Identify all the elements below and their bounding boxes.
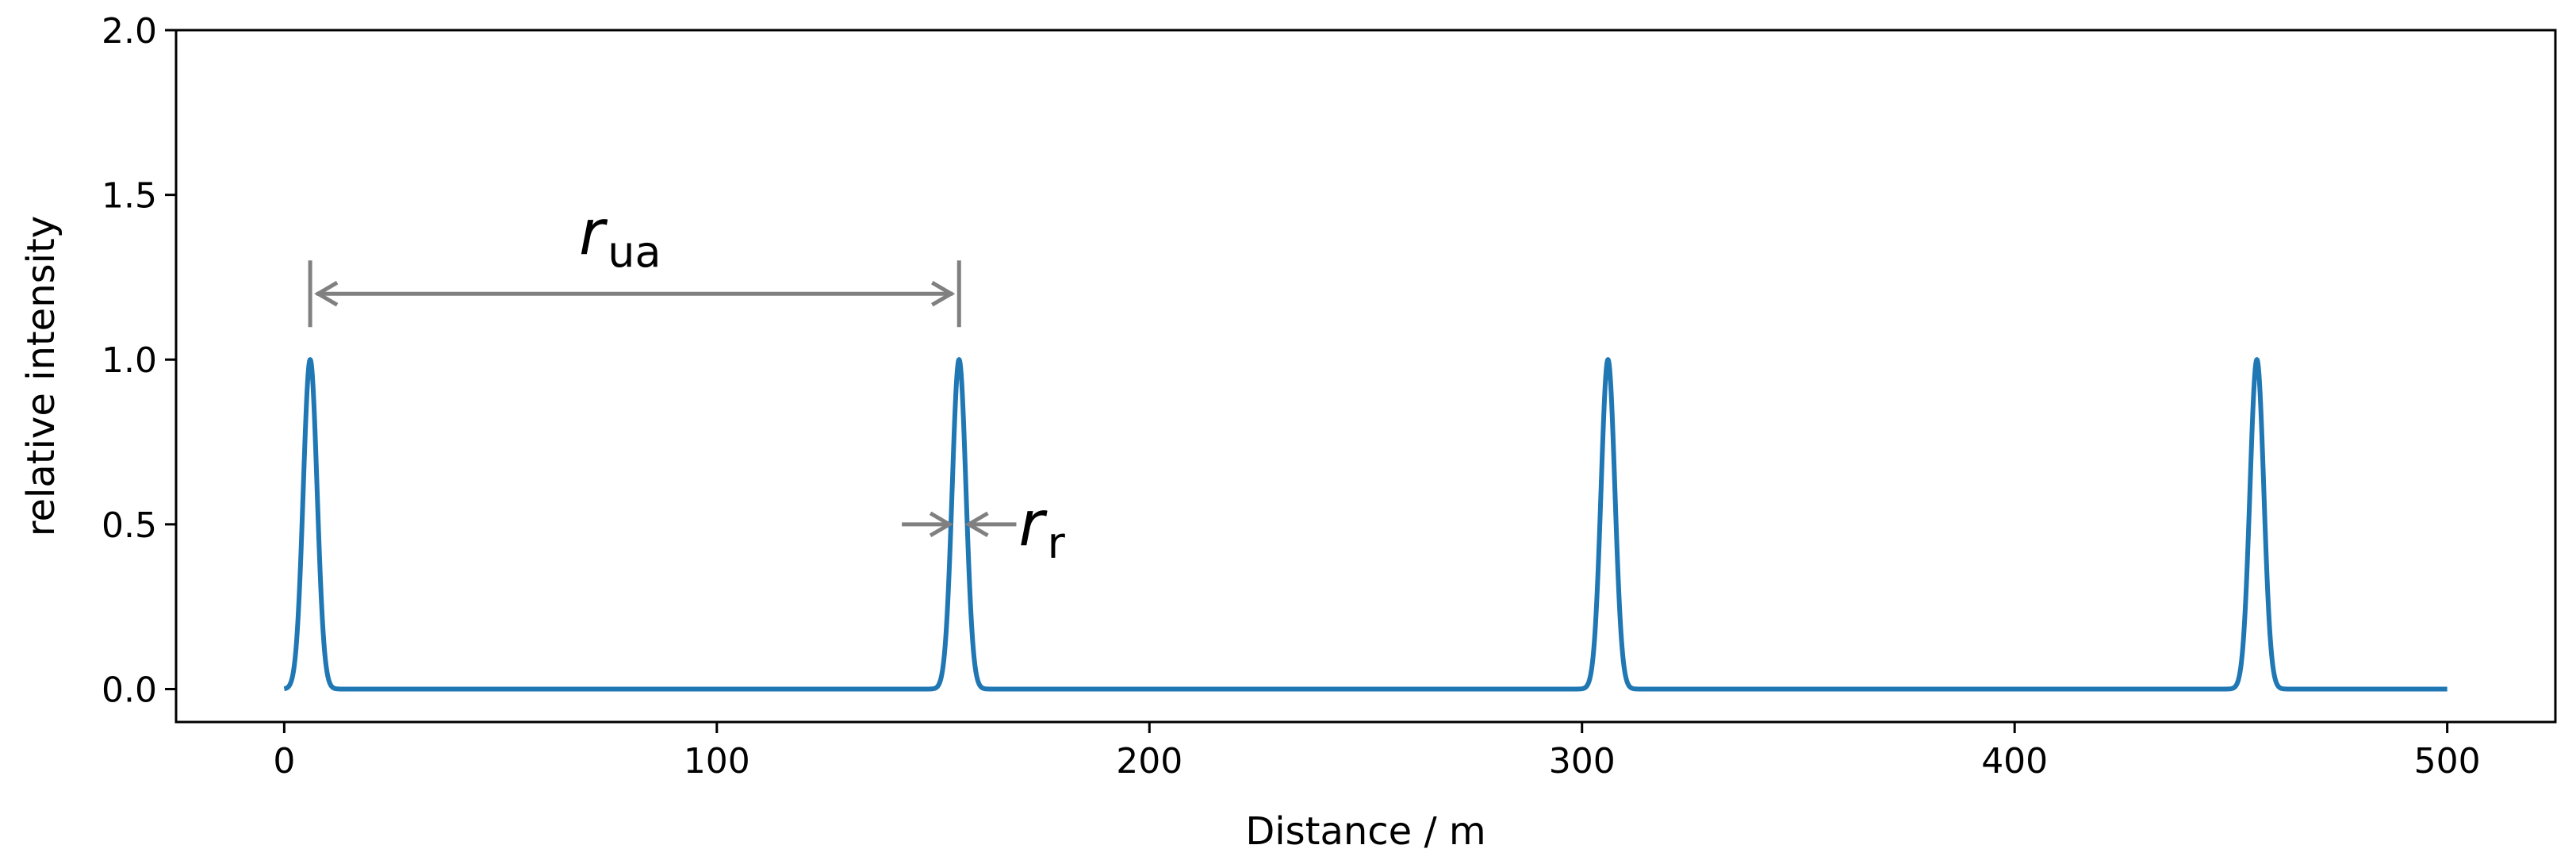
x-axis-label: Distance / m — [1245, 809, 1485, 854]
y-axis: 0.0 0.5 1.0 1.5 2.0 — [102, 11, 176, 710]
y-tick-label: 0.0 — [102, 670, 157, 710]
series-line-0 — [282, 357, 2450, 692]
annotation-distance-arrow — [308, 260, 961, 328]
plot-frame — [174, 29, 2557, 724]
y-tick-label: 0.5 — [102, 505, 157, 546]
x-tick-label: 400 — [1981, 741, 2048, 782]
y-tick-label: 2.0 — [102, 11, 157, 52]
x-tick-label: 200 — [1116, 741, 1183, 782]
y-axis-label: relative intensity — [19, 216, 63, 536]
annotation-width-arrows — [902, 511, 1017, 538]
y-tick-label: 1.5 — [102, 176, 157, 217]
x-tick-label: 100 — [684, 741, 750, 782]
x-tick-label: 500 — [2414, 741, 2481, 782]
y-tick-label: 1.0 — [102, 340, 157, 381]
annotation-label-width: rr — [1019, 489, 1066, 568]
x-axis: 0 100 200 300 400 500 — [273, 722, 2481, 782]
x-tick-label: 300 — [1549, 741, 1616, 782]
x-tick-label: 0 — [273, 741, 295, 782]
chart-marks: rua rr — [282, 198, 2450, 692]
annotation-label-distance: rua — [579, 198, 661, 277]
